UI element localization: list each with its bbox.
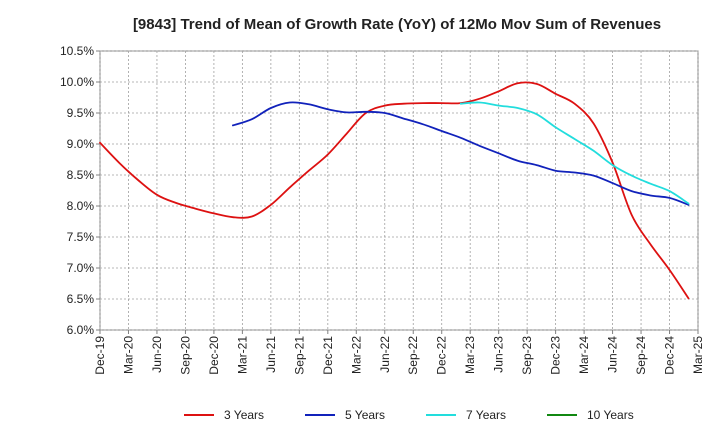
legend-label-3-years: 3 Years [224, 408, 264, 422]
x-tick-label: Mar-24 [577, 336, 591, 374]
legend-label-5-years: 5 Years [345, 408, 385, 422]
y-tick-label: 6.5% [67, 292, 95, 306]
x-tick-label: Dec-24 [663, 336, 677, 375]
x-tick-label: Sep-24 [634, 336, 648, 375]
y-tick-label: 10.5% [60, 44, 94, 58]
chart-title: [9843] Trend of Mean of Growth Rate (YoY… [133, 16, 661, 33]
y-tick-label: 6.0% [67, 323, 95, 337]
x-tick-label: Jun-20 [150, 336, 164, 373]
x-tick-label: Sep-21 [292, 336, 306, 375]
grid-lines [99, 50, 699, 331]
y-tick-label: 7.5% [67, 230, 95, 244]
series-lines [99, 81, 690, 300]
y-axis: 10.5% 10.0% 9.5% 9.0% 8.5% 8.0% 7.5% 7.0% 6.5% 6.… [60, 44, 100, 337]
x-tick-label: Jun-21 [264, 336, 278, 373]
x-tick-label: Dec-22 [435, 336, 449, 375]
legend-label-7-years: 7 Years [466, 408, 506, 422]
y-tick-label: 10.0% [60, 75, 94, 89]
x-tick-label: Mar-25 [691, 336, 705, 374]
x-tick-label: Jun-22 [378, 336, 392, 373]
x-tick-label: Dec-21 [321, 336, 335, 375]
x-tick-label: Sep-22 [406, 336, 420, 375]
x-tick-label: Mar-22 [349, 336, 363, 374]
series-line-5-years [232, 101, 690, 206]
legend-label-10-years: 10 Years [587, 408, 634, 422]
x-tick-label: Dec-19 [93, 336, 107, 375]
x-axis: Dec-19 Mar-20 Jun-20 Sep-20 Dec-20 Mar-21 Jun-… [93, 330, 705, 375]
x-tick-label: Dec-23 [549, 336, 563, 375]
y-tick-label: 9.5% [67, 106, 95, 120]
x-tick-label: Mar-23 [463, 336, 477, 374]
y-tick-label: 8.5% [67, 168, 95, 182]
y-tick-label: 8.0% [67, 199, 95, 213]
x-tick-label: Jun-24 [606, 336, 620, 373]
legend: 3 Years 5 Years 7 Years 10 Years [184, 408, 634, 422]
x-tick-label: Jun-23 [492, 336, 506, 373]
x-tick-label: Sep-20 [178, 336, 192, 375]
series-line-7-years [459, 101, 690, 205]
y-tick-label: 7.0% [67, 261, 95, 275]
x-tick-label: Mar-21 [235, 336, 249, 374]
series-line-3-years [99, 81, 690, 300]
y-tick-label: 9.0% [67, 137, 95, 151]
x-tick-label: Sep-23 [520, 336, 534, 375]
x-tick-label: Dec-20 [207, 336, 221, 375]
plot-area [99, 50, 699, 331]
x-tick-label: Mar-20 [121, 336, 135, 374]
